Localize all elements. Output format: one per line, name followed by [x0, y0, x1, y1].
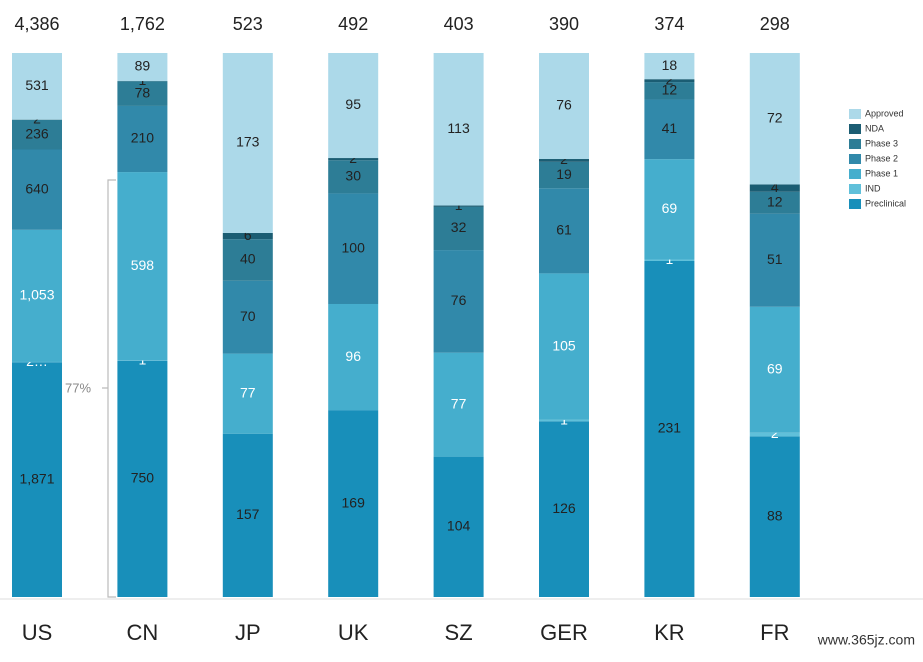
segment-label: 89 — [135, 58, 151, 74]
segment-label: 69 — [662, 200, 678, 216]
segment-label: 41 — [662, 120, 678, 136]
x-tick-label: GER — [540, 620, 588, 645]
segment-label: 236 — [25, 125, 49, 141]
segment-label: 95 — [345, 96, 361, 112]
legend-swatch — [849, 184, 861, 194]
total-label: 374 — [654, 14, 684, 34]
legend-label: Approved — [865, 108, 904, 118]
segment-label: 77 — [240, 384, 256, 400]
x-tick-label: UK — [338, 620, 369, 645]
segment-label: 30 — [345, 168, 361, 184]
legend-label: Phase 3 — [865, 138, 898, 148]
segment-label: 598 — [131, 257, 155, 273]
segment-label: 640 — [25, 180, 49, 196]
legend-label: IND — [865, 183, 881, 193]
segment-label: 18 — [662, 57, 678, 73]
watermark: www.365jz.com — [817, 632, 915, 648]
segment-label: 157 — [236, 506, 260, 522]
segment-label: 40 — [240, 251, 256, 267]
segment-label: 32 — [451, 219, 467, 235]
segment-label: 210 — [131, 130, 155, 146]
legend-label: Preclinical — [865, 198, 906, 208]
segment-label: 61 — [556, 222, 572, 238]
segment-label: 96 — [345, 348, 361, 364]
segment-label: 104 — [447, 518, 471, 534]
segment-label: 1,053 — [19, 287, 54, 303]
segment-label: 1,871 — [19, 470, 54, 486]
segment-label: 76 — [556, 97, 572, 113]
segment-label: 77 — [451, 395, 467, 411]
legend-swatch — [849, 154, 861, 164]
annotation: 77% — [65, 380, 91, 395]
legend-label: Phase 1 — [865, 168, 898, 178]
legend-label: NDA — [865, 123, 884, 133]
segment-label: 113 — [447, 120, 470, 136]
segment-label: 51 — [767, 251, 783, 267]
segment-label: 750 — [131, 470, 155, 486]
total-label: 492 — [338, 14, 368, 34]
segment-label: 88 — [767, 507, 783, 523]
legend-swatch — [849, 124, 861, 134]
legend-swatch — [849, 139, 861, 149]
x-tick-label: JP — [235, 620, 261, 645]
total-label: 523 — [233, 14, 263, 34]
total-label: 298 — [760, 14, 790, 34]
x-tick-label: FR — [760, 620, 789, 645]
x-tick-label: US — [22, 620, 53, 645]
total-label: 403 — [444, 14, 474, 34]
bracket — [102, 180, 116, 597]
legend-label: Phase 2 — [865, 153, 898, 163]
x-tick-label: KR — [654, 620, 685, 645]
legend-swatch — [849, 199, 861, 209]
total-label: 390 — [549, 14, 579, 34]
legend-swatch — [849, 169, 861, 179]
segment-label: 531 — [25, 77, 49, 93]
segment-label: 173 — [236, 134, 260, 150]
segment-label: 70 — [240, 308, 256, 324]
total-label: 1,762 — [120, 14, 165, 34]
x-tick-label: SZ — [445, 620, 473, 645]
segment-label: 76 — [451, 292, 467, 308]
segment-label: 231 — [658, 420, 682, 436]
segment-label: 126 — [552, 500, 576, 516]
x-tick-label: CN — [127, 620, 159, 645]
segment-label: 100 — [342, 239, 366, 255]
segment-label: 105 — [552, 337, 576, 353]
segment-label: 12 — [767, 193, 783, 209]
segment-label: 19 — [556, 166, 572, 182]
legend-swatch — [849, 109, 861, 119]
segment-label: 169 — [342, 494, 366, 510]
segment-label: 72 — [767, 109, 783, 125]
total-label: 4,386 — [14, 14, 59, 34]
segment-label: 69 — [767, 360, 783, 376]
